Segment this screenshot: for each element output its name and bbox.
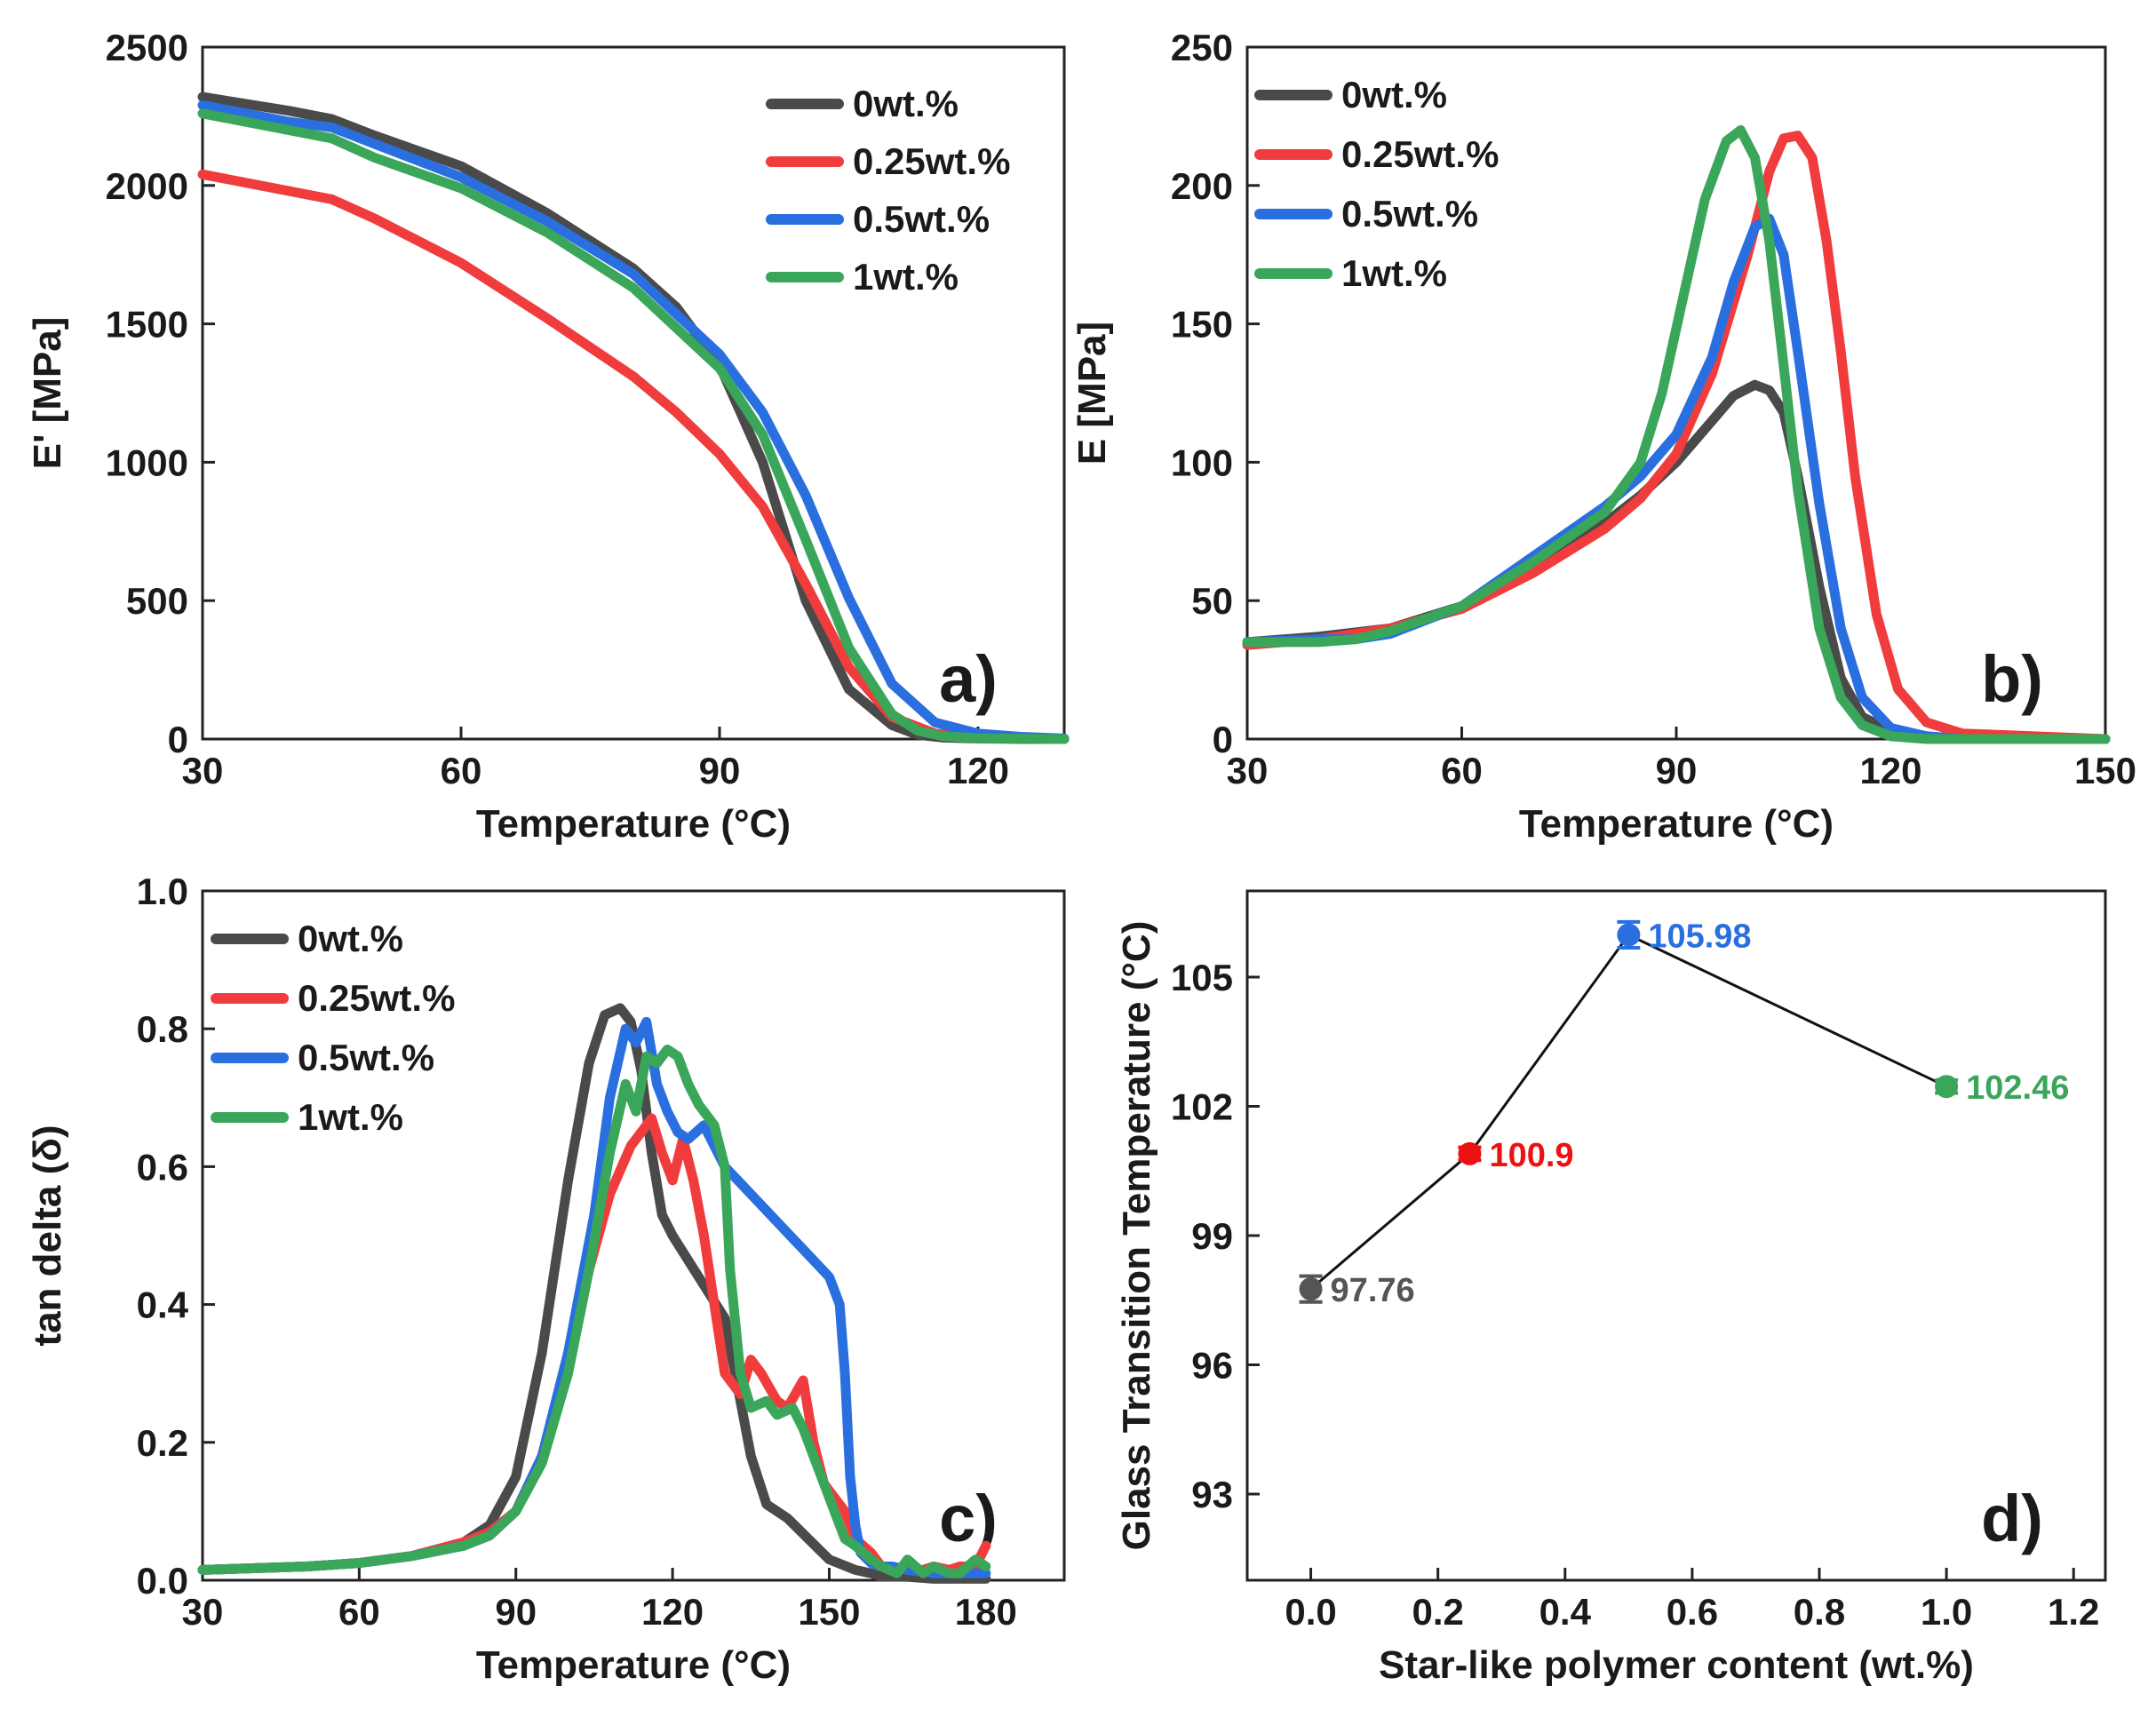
- y-axis-label: E' [MPa]: [26, 317, 69, 470]
- x-tick-label: 90: [699, 750, 741, 791]
- y-tick-label: 96: [1191, 1345, 1233, 1387]
- y-tick-label: 200: [1171, 165, 1233, 207]
- data-point: [1935, 1075, 1959, 1099]
- legend-label: 1wt.%: [1341, 252, 1447, 294]
- x-tick-label: 60: [441, 750, 482, 791]
- panel-letter: a): [939, 642, 998, 716]
- x-tick-label: 1.0: [1921, 1591, 1972, 1633]
- series-line: [1242, 125, 2111, 744]
- y-tick-label: 0: [1213, 719, 1233, 760]
- x-tick-label: 0.6: [1667, 1591, 1718, 1633]
- x-tick-label: 0.8: [1794, 1591, 1845, 1633]
- data-point: [1299, 1277, 1323, 1301]
- x-tick-label: 30: [182, 750, 224, 791]
- x-tick-label: 180: [955, 1591, 1017, 1633]
- x-tick-label: 60: [1441, 750, 1483, 791]
- x-tick-label: 150: [798, 1591, 860, 1633]
- x-tick-label: 0.4: [1539, 1591, 1592, 1633]
- panel-d: 0.0 0.2 0.4 0.6 0.8 1.0 1.2 93 96 99 102 105 Star-li…: [1115, 889, 2107, 1687]
- y-axis-label: E [MPa]: [1070, 322, 1114, 465]
- legend-label: 0.25wt.%: [298, 977, 455, 1019]
- y-axis-label: tan delta (δ): [26, 1125, 69, 1346]
- panel-letter: b): [1981, 642, 2043, 716]
- x-tick-label: 30: [182, 1591, 224, 1633]
- y-tick-label: 2500: [106, 27, 188, 68]
- legend-label: 0wt.%: [298, 918, 403, 959]
- series-line: [1242, 213, 2111, 744]
- x-tick-label: 30: [1227, 750, 1269, 791]
- x-tick-label: 0.2: [1412, 1591, 1463, 1633]
- legend-label: 0.5wt.%: [853, 198, 990, 240]
- legend-label: 0.5wt.%: [298, 1037, 434, 1078]
- legend-label: 0wt.%: [1341, 74, 1447, 115]
- plot-frame: [201, 45, 1066, 741]
- y-tick-label: 2000: [106, 165, 188, 207]
- y-tick-label: 500: [126, 580, 188, 622]
- point-label: 102.46: [1966, 1069, 2069, 1107]
- x-tick-label: 120: [641, 1591, 704, 1633]
- x-axis-label: Star-like polymer content (wt.%): [1379, 1643, 1974, 1687]
- series-line: [197, 108, 1070, 744]
- panel-letter: d): [1981, 1482, 2043, 1555]
- x-axis-label: Temperature (°C): [1519, 802, 1834, 846]
- y-tick-label: 150: [1171, 304, 1233, 346]
- y-tick-label: 102: [1171, 1086, 1233, 1128]
- legend-label: 0.5wt.%: [1341, 193, 1478, 235]
- plot-frame: [201, 889, 1066, 1582]
- point-label: 105.98: [1648, 918, 1751, 955]
- series-line: [197, 1003, 991, 1584]
- y-tick-label: 1500: [106, 304, 188, 346]
- data-point: [1458, 1141, 1482, 1165]
- x-tick-label: 120: [947, 750, 1009, 791]
- y-tick-label: 50: [1191, 580, 1233, 622]
- x-tick-label: 1.2: [2048, 1591, 2099, 1633]
- panel-c: 30 60 90 120 150 180 0.0 0.2 0.4 0.6 0.8 1.0 Tempera…: [26, 870, 1066, 1687]
- point-label: 100.9: [1489, 1137, 1573, 1174]
- legend: 0wt.% 0.25wt.% 0.5wt.% 1wt.%: [211, 918, 455, 1138]
- y-tick-label: 1000: [106, 441, 188, 483]
- connecting-line: [1309, 933, 1947, 1291]
- y-tick-label: 0.0: [137, 1560, 188, 1602]
- y-tick-label: 105: [1171, 957, 1233, 998]
- x-tick-label: 90: [1656, 750, 1698, 791]
- legend-label: 1wt.%: [853, 256, 959, 298]
- legend-label: 0.25wt.%: [853, 140, 1010, 182]
- panel-b: 30 60 90 120 150 0 50 100 150 200 250 Temperature (…: [1070, 27, 2136, 846]
- y-tick-label: 0.4: [137, 1284, 189, 1326]
- y-tick-label: 0: [168, 719, 188, 760]
- x-axis-label: Temperature (°C): [476, 802, 791, 846]
- series-line: [197, 99, 1070, 743]
- data-point: [1617, 923, 1641, 947]
- y-tick-label: 93: [1191, 1474, 1233, 1515]
- x-axis-label: Temperature (°C): [476, 1643, 791, 1687]
- x-tick-label: 90: [495, 1591, 537, 1633]
- x-tick-label: 150: [2074, 750, 2136, 791]
- series-line: [1242, 131, 2111, 744]
- y-tick-label: 100: [1171, 441, 1233, 483]
- series-line: [197, 1045, 991, 1578]
- point-label: 97.76: [1331, 1272, 1415, 1309]
- series-line: [197, 91, 1070, 744]
- y-tick-label: 0.6: [137, 1146, 188, 1188]
- y-tick-label: 1.0: [137, 870, 188, 912]
- y-axis-label: Glass Transition Temperature (°C): [1115, 921, 1158, 1551]
- x-tick-label: 60: [338, 1591, 380, 1633]
- y-tick-label: 0.2: [137, 1422, 188, 1464]
- legend-label: 0wt.%: [853, 83, 959, 124]
- legend-label: 0.25wt.%: [1341, 133, 1499, 175]
- legend-label: 1wt.%: [298, 1096, 403, 1138]
- y-tick-label: 99: [1191, 1215, 1233, 1257]
- x-tick-label: 120: [1859, 750, 1921, 791]
- legend: 0wt.% 0.25wt.% 0.5wt.% 1wt.%: [1254, 74, 1499, 294]
- panel-a: 30 60 90 120 0 500 1000 1500 2000 2500 Temperature…: [26, 27, 1070, 846]
- y-tick-label: 250: [1171, 27, 1233, 68]
- legend: 0wt.% 0.25wt.% 0.5wt.% 1wt.%: [766, 83, 1010, 298]
- plot-frame: [1245, 889, 2107, 1582]
- x-tick-label: 0.0: [1285, 1591, 1336, 1633]
- y-tick-label: 0.8: [137, 1008, 188, 1050]
